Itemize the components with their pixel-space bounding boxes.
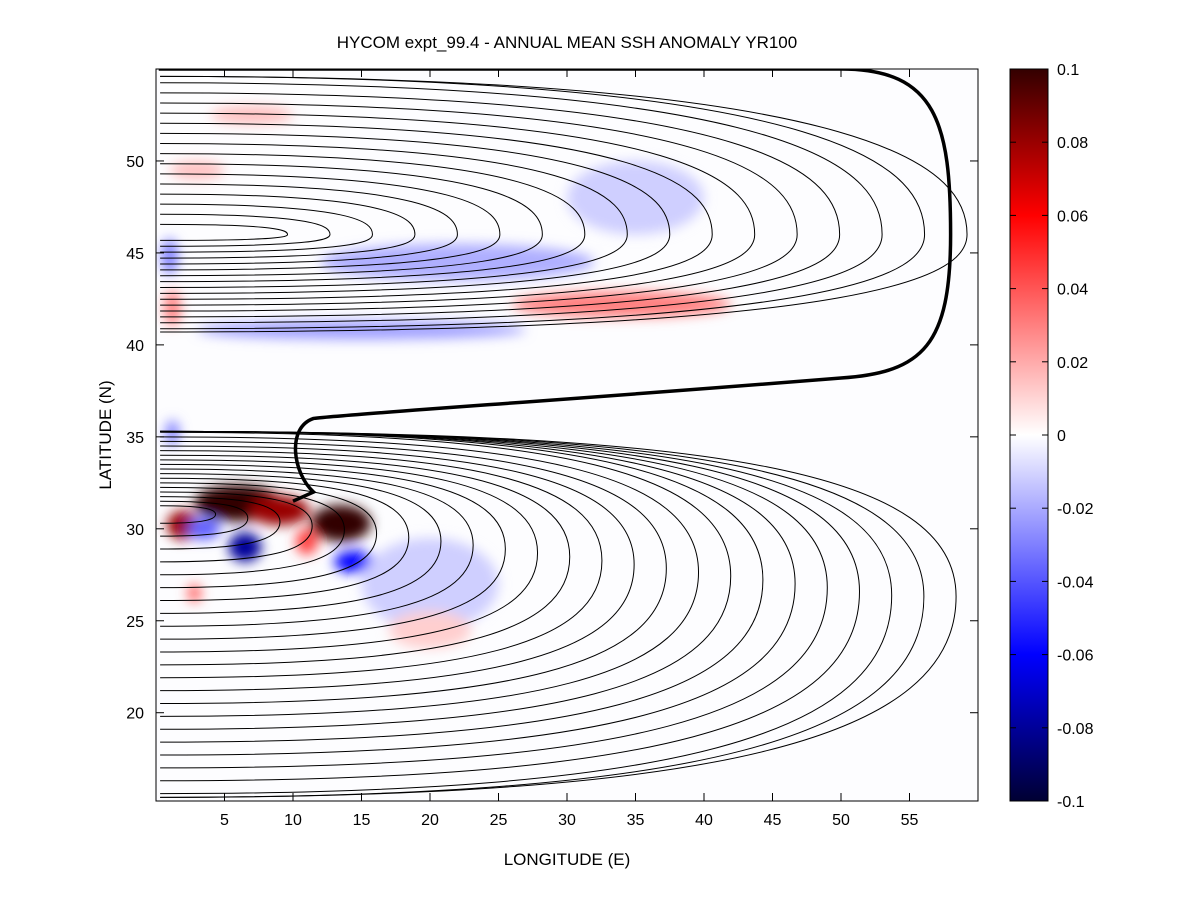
anomaly-blob [320, 243, 595, 281]
anomaly-blob [310, 504, 372, 542]
colorbar-tick-label: -0.06 [1057, 648, 1094, 665]
contour-line [160, 223, 289, 241]
contour-line [160, 112, 756, 306]
anomaly-blob [295, 528, 318, 555]
contour-line [160, 75, 968, 333]
x-axis-label: LONGITUDE (E) [504, 850, 631, 869]
colorbar-tick-label: -0.04 [1057, 574, 1094, 591]
contour-line [160, 92, 841, 318]
contour-line [160, 75, 926, 330]
anomaly-blob [164, 289, 181, 327]
anomaly-blob [210, 105, 293, 125]
colorbar-tick-label: 0.02 [1057, 355, 1088, 372]
ssh-contours [158, 69, 968, 798]
anomaly-field [161, 105, 732, 649]
contour-line [160, 459, 539, 653]
contour-line [160, 431, 732, 730]
contour-line [160, 193, 416, 259]
contour-line [160, 163, 543, 277]
contour-line [160, 82, 883, 324]
x-tick-label: 40 [695, 812, 713, 829]
x-tick-label: 5 [220, 812, 229, 829]
contour-line [160, 454, 571, 666]
contour-line [160, 430, 957, 798]
anomaly-blob [512, 291, 732, 318]
x-tick-label: 15 [353, 812, 371, 829]
x-tick-label: 30 [558, 812, 576, 829]
contour-line [160, 122, 713, 300]
contour-line [160, 450, 603, 679]
contour-line [160, 486, 345, 576]
y-tick-label: 20 [126, 706, 144, 723]
contour-line [160, 430, 764, 743]
contour-line [160, 477, 410, 602]
colorbar-axis: 0.1 0.08 0.06 0.04 0.02 0 -0.02 -0.04 -0.06 -0.08… [1010, 62, 1094, 811]
colorbar-tick-label: 0.04 [1057, 282, 1088, 299]
colorbar-tick-label: -0.08 [1057, 721, 1094, 738]
colorbar-tick-label: -0.02 [1057, 501, 1094, 518]
contour-line [160, 430, 893, 795]
x-tick-label: 10 [284, 812, 302, 829]
anomaly-blob [228, 532, 262, 562]
contour-line [160, 132, 671, 294]
colorbar-tick-label: 0.06 [1057, 208, 1088, 225]
contour-line [160, 430, 925, 798]
x-tick-label: 50 [832, 812, 850, 829]
contour-line [160, 213, 331, 247]
y-axis-label: LATITUDE (N) [96, 380, 115, 489]
contour-line [160, 482, 378, 589]
contour-line [160, 183, 458, 265]
contour-line [160, 173, 501, 271]
y-tick-label: 40 [126, 338, 144, 355]
x-tick-label: 55 [901, 812, 919, 829]
contour-line [160, 440, 667, 705]
contour-line [160, 153, 586, 283]
contour-line [160, 436, 700, 717]
y-axis: 20 25 30 35 40 45 50 [126, 154, 978, 723]
contour-line [160, 468, 474, 627]
anomaly-blob [161, 238, 178, 275]
colorbar-tick-label: 0.08 [1057, 135, 1088, 152]
y-tick-label: 45 [126, 246, 144, 263]
x-tick-label: 25 [490, 812, 508, 829]
y-tick-label: 25 [126, 614, 144, 631]
contour-line [160, 430, 828, 769]
x-axis: 5 10 15 20 25 30 35 40 45 50 55 [220, 69, 919, 829]
anomaly-blob [388, 611, 472, 649]
chart-title: HYCOM expt_99.4 - ANNUAL MEAN SSH ANOMAL… [337, 33, 797, 52]
anomaly-blob [249, 495, 310, 526]
contour-line [160, 445, 635, 692]
y-tick-label: 35 [126, 430, 144, 447]
contour-line [160, 463, 506, 640]
colorbar-tick-label: 0.1 [1057, 62, 1079, 79]
contour-line [160, 142, 628, 288]
contour-line [160, 430, 796, 756]
contour-line [160, 496, 281, 550]
x-tick-label: 45 [764, 812, 782, 829]
anomaly-blob [567, 160, 704, 235]
colorbar-tick-label: -0.1 [1057, 794, 1085, 811]
anomaly-blob [165, 420, 180, 447]
y-tick-label: 50 [126, 154, 144, 171]
contour-line [160, 491, 313, 563]
contour-line [160, 500, 249, 537]
contour-line [160, 102, 798, 312]
contour-line [160, 505, 217, 524]
x-tick-label: 35 [627, 812, 645, 829]
contour-line [160, 473, 442, 614]
anomaly-blob [169, 160, 225, 180]
zero-contour-line [158, 69, 953, 503]
plot-area [156, 69, 978, 801]
contour-line [160, 430, 860, 782]
x-tick-label: 20 [421, 812, 439, 829]
anomaly-blob [334, 550, 376, 573]
anomaly-blob [187, 583, 202, 603]
contour-line [160, 203, 373, 253]
anomaly-blob [361, 537, 499, 630]
colorbar-tick-label: 0 [1057, 428, 1066, 445]
y-tick-label: 30 [126, 522, 144, 539]
